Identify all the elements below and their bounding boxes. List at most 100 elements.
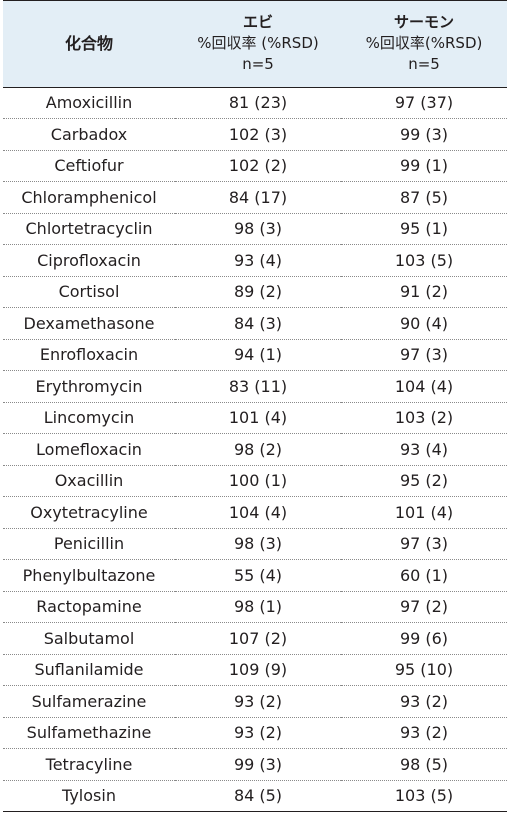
cell-shrimp-recovery: 109 (9) (175, 654, 341, 686)
cell-shrimp-recovery: 104 (4) (175, 496, 341, 529)
table-row: Phenylbultazone 55 (4) 60 (1) (3, 559, 507, 592)
cell-salmon-recovery: 60 (1) (341, 559, 507, 592)
cell-compound: Tetracyline (3, 748, 175, 781)
cell-salmon-recovery: 97 (37) (341, 87, 507, 119)
header-shrimp: エビ %回収率 (%RSD) n=5 (175, 1, 341, 88)
table-body: Amoxicillin 81 (23) 97 (37) Carbadox 102 (3)… (3, 87, 507, 812)
cell-shrimp-recovery: 93 (2) (175, 717, 341, 749)
header-row: 化合物 エビ %回収率 (%RSD) n=5 サーモン %回収率(%RSD) n… (3, 1, 507, 88)
cell-compound: Enrofloxacin (3, 339, 175, 371)
table-row: Suflanilamide 109 (9) 95 (10) (3, 654, 507, 686)
table-row: Erythromycin 83 (11) 104 (4) (3, 370, 507, 403)
cell-shrimp-recovery: 93 (2) (175, 685, 341, 718)
cell-compound: Lomefloxacin (3, 433, 175, 466)
table-row: Amoxicillin 81 (23) 97 (37) (3, 87, 507, 119)
cell-compound: Carbadox (3, 118, 175, 151)
cell-salmon-recovery: 90 (4) (341, 307, 507, 340)
recovery-table: 化合物 エビ %回収率 (%RSD) n=5 サーモン %回収率(%RSD) n… (3, 1, 507, 812)
cell-salmon-recovery: 103 (2) (341, 402, 507, 434)
cell-salmon-recovery: 97 (3) (341, 339, 507, 371)
cell-shrimp-recovery: 94 (1) (175, 339, 341, 371)
table-row: Ractopamine 98 (1) 97 (2) (3, 591, 507, 623)
cell-shrimp-recovery: 98 (3) (175, 528, 341, 560)
cell-compound: Oxacillin (3, 465, 175, 497)
cell-shrimp-recovery: 89 (2) (175, 276, 341, 308)
cell-compound: Phenylbultazone (3, 559, 175, 592)
table-row: Enrofloxacin 94 (1) 97 (3) (3, 339, 507, 371)
cell-salmon-recovery: 95 (2) (341, 465, 507, 497)
cell-salmon-recovery: 97 (2) (341, 591, 507, 623)
cell-compound: Ceftiofur (3, 150, 175, 182)
cell-shrimp-recovery: 93 (4) (175, 244, 341, 277)
header-salmon-n: n=5 (408, 55, 440, 74)
cell-salmon-recovery: 97 (3) (341, 528, 507, 560)
cell-salmon-recovery: 93 (2) (341, 717, 507, 749)
cell-compound: Dexamethasone (3, 307, 175, 340)
cell-shrimp-recovery: 99 (3) (175, 748, 341, 781)
header-shrimp-n: n=5 (242, 55, 274, 74)
cell-salmon-recovery: 93 (2) (341, 685, 507, 718)
cell-compound: Chloramphenicol (3, 181, 175, 214)
cell-shrimp-recovery: 98 (1) (175, 591, 341, 623)
cell-compound: Ractopamine (3, 591, 175, 623)
cell-compound: Amoxicillin (3, 87, 175, 119)
cell-compound: Tylosin (3, 780, 175, 812)
cell-shrimp-recovery: 55 (4) (175, 559, 341, 592)
cell-salmon-recovery: 91 (2) (341, 276, 507, 308)
cell-salmon-recovery: 95 (1) (341, 213, 507, 245)
cell-compound: Sulfamethazine (3, 717, 175, 749)
table-row: Chlortetracyclin 98 (3) 95 (1) (3, 213, 507, 245)
header-salmon-name: サーモン (393, 13, 454, 32)
header-compound: 化合物 (3, 1, 175, 88)
cell-shrimp-recovery: 102 (3) (175, 118, 341, 151)
cell-salmon-recovery: 87 (5) (341, 181, 507, 214)
table-row: Salbutamol 107 (2) 99 (6) (3, 622, 507, 655)
cell-compound: Suflanilamide (3, 654, 175, 686)
table-row: Oxytetracyline 104 (4) 101 (4) (3, 496, 507, 529)
cell-salmon-recovery: 101 (4) (341, 496, 507, 529)
cell-compound: Oxytetracyline (3, 496, 175, 529)
cell-shrimp-recovery: 102 (2) (175, 150, 341, 182)
header-salmon-metric: %回収率(%RSD) (365, 34, 483, 53)
cell-salmon-recovery: 95 (10) (341, 654, 507, 686)
cell-salmon-recovery: 104 (4) (341, 370, 507, 403)
table-row: Sulfamethazine 93 (2) 93 (2) (3, 717, 507, 749)
recovery-table-container: 化合物 エビ %回収率 (%RSD) n=5 サーモン %回収率(%RSD) n… (3, 0, 507, 812)
cell-compound: Salbutamol (3, 622, 175, 655)
cell-compound: Cortisol (3, 276, 175, 308)
table-row: Carbadox 102 (3) 99 (3) (3, 118, 507, 151)
cell-shrimp-recovery: 83 (11) (175, 370, 341, 403)
cell-shrimp-recovery: 84 (17) (175, 181, 341, 214)
cell-compound: Ciprofloxacin (3, 244, 175, 277)
table-row: Dexamethasone 84 (3) 90 (4) (3, 307, 507, 340)
cell-salmon-recovery: 99 (1) (341, 150, 507, 182)
cell-compound: Sulfamerazine (3, 685, 175, 718)
table-row: Chloramphenicol 84 (17) 87 (5) (3, 181, 507, 214)
cell-shrimp-recovery: 81 (23) (175, 87, 341, 119)
table-row: Lomefloxacin 98 (2) 93 (4) (3, 433, 507, 466)
cell-compound: Erythromycin (3, 370, 175, 403)
cell-salmon-recovery: 103 (5) (341, 780, 507, 812)
cell-shrimp-recovery: 98 (3) (175, 213, 341, 245)
cell-salmon-recovery: 99 (6) (341, 622, 507, 655)
table-row: Tetracyline 99 (3) 98 (5) (3, 748, 507, 781)
header-salmon: サーモン %回収率(%RSD) n=5 (341, 1, 507, 88)
table-row: Ciprofloxacin 93 (4) 103 (5) (3, 244, 507, 277)
cell-salmon-recovery: 103 (5) (341, 244, 507, 277)
cell-shrimp-recovery: 98 (2) (175, 433, 341, 466)
cell-compound: Penicillin (3, 528, 175, 560)
header-shrimp-metric: %回収率 (%RSD) (197, 34, 319, 53)
cell-shrimp-recovery: 84 (5) (175, 780, 341, 812)
cell-salmon-recovery: 98 (5) (341, 748, 507, 781)
header-shrimp-name: エビ (242, 13, 273, 32)
table-row: Tylosin 84 (5) 103 (5) (3, 780, 507, 812)
cell-shrimp-recovery: 84 (3) (175, 307, 341, 340)
table-row: Cortisol 89 (2) 91 (2) (3, 276, 507, 308)
cell-salmon-recovery: 93 (4) (341, 433, 507, 466)
table-row: Sulfamerazine 93 (2) 93 (2) (3, 685, 507, 718)
table-row: Ceftiofur 102 (2) 99 (1) (3, 150, 507, 182)
cell-shrimp-recovery: 100 (1) (175, 465, 341, 497)
cell-compound: Lincomycin (3, 402, 175, 434)
table-top-rule (3, 0, 507, 1)
cell-shrimp-recovery: 107 (2) (175, 622, 341, 655)
